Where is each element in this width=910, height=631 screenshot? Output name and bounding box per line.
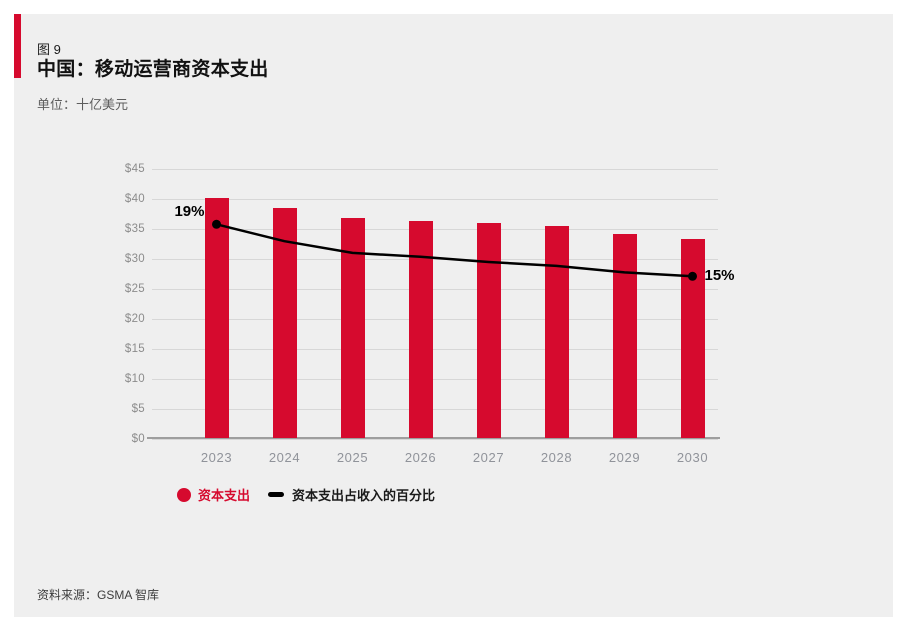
pct-line-endpoint-dot [212,219,221,229]
bar-2027 [476,223,501,438]
line-annotation-15%: 15% [704,267,735,285]
source-note: 资料来源：GSMA 智库 [37,588,160,602]
pct-line-endpoint-dot [688,271,697,281]
pct-line [215,223,694,278]
capex-legend-dot-icon [177,487,191,502]
gridline-35 [152,228,718,230]
figure-number: 图 9 [37,42,61,57]
x-axis-label-2026: 2026 [404,450,437,465]
figure-unit-label: 单位：十亿美元 [37,97,129,112]
y-axis-label-10: $10 [124,372,145,385]
gridline-5 [152,408,718,410]
y-axis-label-35: $35 [124,222,145,235]
capex-legend-label: 资本支出 [198,488,251,503]
gridline-10 [152,378,718,380]
y-axis-label-20: $20 [124,312,145,325]
x-axis-baseline [147,437,720,439]
bar-2024 [272,208,297,438]
x-axis-label-2024: 2024 [268,450,301,465]
pct-legend-label: 资本支出占收入的百分比 [292,488,436,503]
figure-title: 中国：移动运营商资本支出 [37,59,269,80]
gridline-45 [152,168,718,170]
pct-line-series [212,219,697,281]
x-axis-label-2027: 2027 [472,450,505,465]
y-axis-label-0: $0 [131,432,145,445]
x-axis-label-2023: 2023 [200,450,233,465]
y-axis-label-5: $5 [131,402,145,415]
x-axis-label-2029: 2029 [608,450,641,465]
gridline-15 [152,348,718,350]
bar-2023 [204,198,229,438]
gridline-20 [152,318,718,320]
pct-legend-dash-icon [268,492,285,497]
bar-2028 [544,225,569,438]
x-axis-label-2025: 2025 [336,450,369,465]
gridline-25 [152,288,718,290]
y-axis-label-30: $30 [124,252,145,265]
bar-2029 [612,234,637,438]
y-axis-label-15: $15 [124,342,145,355]
plot-area: $45 $40 $35 $30 $25 $20 $15 $10 $5 $0 2023 2024 202… [125,163,735,466]
figure-panel: 图 9 中国：移动运营商资本支出 单位：十亿美元 $45 $40 $35 $30 $25… [14,14,893,617]
accent-bar [14,14,21,78]
y-axis-label-25: $25 [124,282,145,295]
x-axis-label-2030: 2030 [676,450,709,465]
line-annotation-19%: 19% [174,203,205,221]
gridline-40 [152,198,718,200]
legend: 资本支出 资本支出占收入的百分比 [177,485,435,504]
y-axis-label-40: $40 [124,192,145,205]
gridline-0 [152,438,718,440]
x-axis-label-2028: 2028 [540,450,573,465]
y-axis-label-45: $45 [124,162,145,175]
